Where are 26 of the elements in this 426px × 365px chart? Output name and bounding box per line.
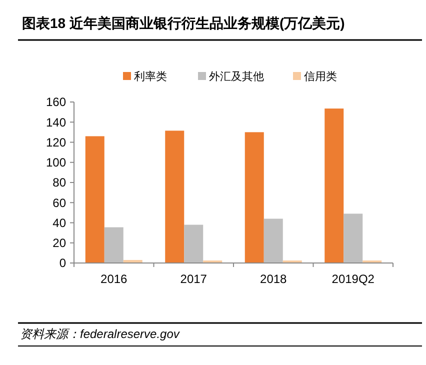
bar (104, 227, 124, 263)
chart-title: 图表18 近年美国商业银行衍生品业务规模(万亿美元) (22, 15, 345, 31)
legend-label: 利率类 (134, 70, 167, 83)
y-tick-label: 0 (59, 256, 66, 270)
y-tick-label: 80 (52, 176, 66, 190)
bar (344, 214, 363, 263)
bar (184, 224, 204, 263)
y-tick-label: 120 (46, 135, 66, 150)
y-tick-label: 60 (52, 196, 66, 210)
x-tick-label: 2017 (180, 272, 208, 286)
bar (264, 218, 283, 263)
x-tick-label: 2016 (100, 272, 128, 286)
y-tick-label: 160 (46, 95, 66, 110)
bar (85, 136, 104, 263)
y-tick-label: 140 (46, 115, 66, 130)
legend-label: 信用类 (304, 70, 337, 83)
y-tick-label: 20 (52, 236, 66, 250)
x-tick-label: 2019Q2 (332, 272, 375, 286)
bar (244, 132, 264, 263)
x-tick-label: 2018 (260, 272, 288, 286)
y-tick-label: 100 (46, 156, 66, 170)
legend-label: 外汇及其他 (209, 70, 264, 83)
text: 资料来源：federalreserve.gov (20, 327, 180, 341)
y-tick-label: 40 (52, 216, 66, 230)
bar (165, 130, 184, 263)
bar (324, 108, 344, 263)
